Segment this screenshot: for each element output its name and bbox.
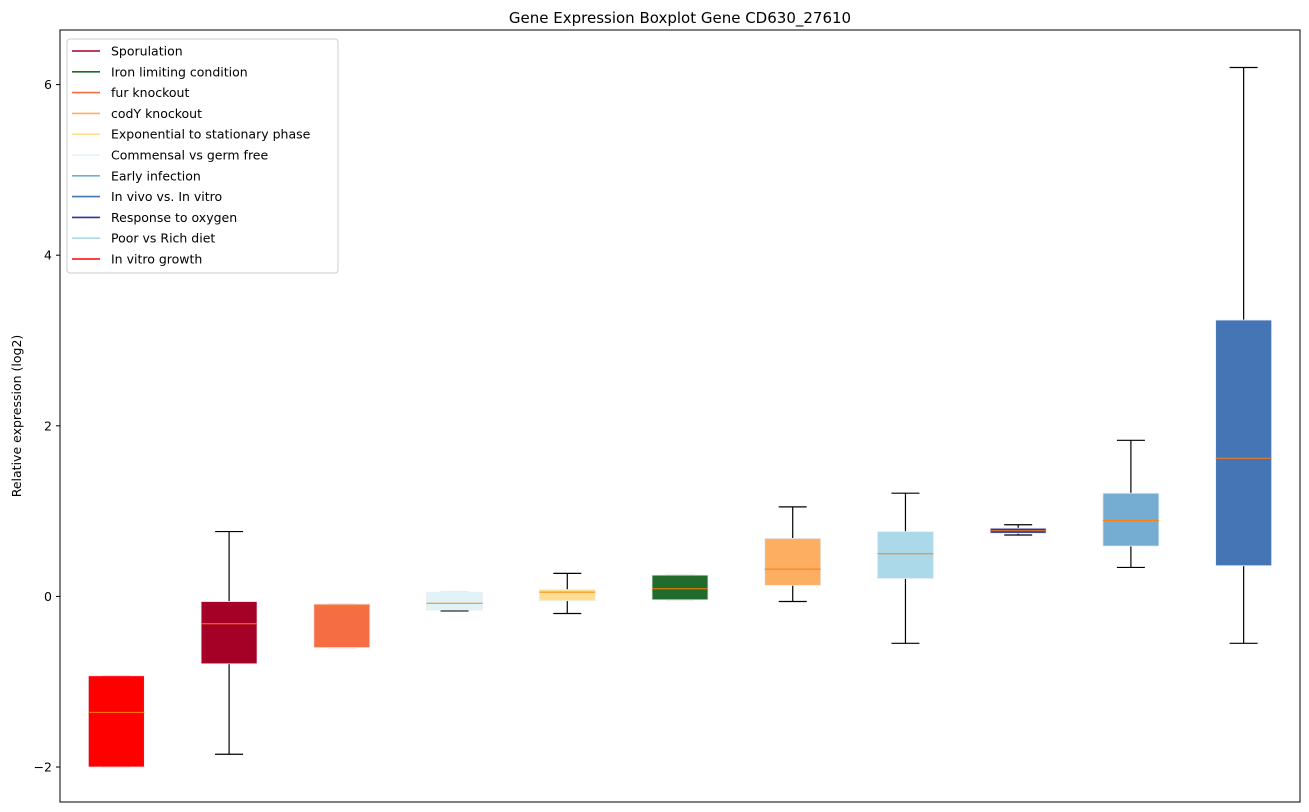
boxes [87,66,1273,768]
box-commensal-vs-germ-free [426,591,483,612]
legend-label: Commensal vs germ free [111,148,268,163]
box-exponential-to-stationary-phase [538,572,596,615]
box-body [426,591,483,611]
legend-item: codY knockout [72,106,202,121]
legend-label: Poor vs Rich diet [111,231,215,246]
legend-label: fur knockout [111,85,189,100]
legend-item: fur knockout [72,85,189,100]
y-tick-label: 2 [44,418,52,433]
legend-frame [66,38,339,274]
y-tick-label: −2 [34,760,52,775]
legend-label: Sporulation [111,44,183,59]
box-sporulation [200,530,258,755]
legend-label: Exponential to stationary phase [111,127,311,142]
box-body [764,538,822,586]
legend-item: Poor vs Rich diet [72,231,215,246]
legend-item: Sporulation [72,44,183,59]
box-body [313,603,371,649]
legend-item: Early infection [72,168,201,183]
box-body [87,675,145,768]
legend-label: codY knockout [111,106,202,121]
y-tick-label: 0 [44,589,52,604]
chart-title: Gene Expression Boxplot Gene CD630_27610 [509,9,851,28]
box-body [1102,492,1160,547]
legend-item: Exponential to stationary phase [72,127,311,142]
box-poor-vs-rich-diet [877,492,934,644]
legend-label: Iron limiting condition [111,64,248,79]
box-early-infection [1102,439,1160,569]
legend-label: In vitro growth [111,252,202,267]
box-in-vitro-growth [87,675,145,768]
box-iron-limiting-condition [651,574,709,601]
y-tick-label: 6 [44,77,52,92]
legend-label: Early infection [111,168,201,183]
box-response-to-oxygen [989,524,1047,536]
y-tick-label: 4 [44,248,52,263]
legend-item: In vitro growth [72,252,202,267]
box-body [651,574,709,601]
legend-label: Response to oxygen [111,210,237,225]
y-axis-label: Relative expression (log2) [9,335,24,498]
plot-frame [59,29,1301,803]
box-body [200,601,258,665]
box-fur-knockout [313,603,371,649]
box-body [877,531,934,579]
legend-label: In vivo vs. In vitro [111,189,222,204]
legend-item: In vivo vs. In vitro [72,189,222,204]
legend-item: Iron limiting condition [72,64,248,79]
legend: Sporulation Iron limiting condition fur kn… [66,38,339,274]
box-in-vivo-vs-in-vitro [1215,66,1273,644]
legend-item: Commensal vs germ free [72,148,268,163]
y-axis-ticks: −2 0 2 4 6 [34,77,60,775]
box-body [538,589,596,602]
box-body [1215,319,1273,567]
legend-item: Response to oxygen [72,210,237,225]
box-cody-knockout [764,506,822,603]
